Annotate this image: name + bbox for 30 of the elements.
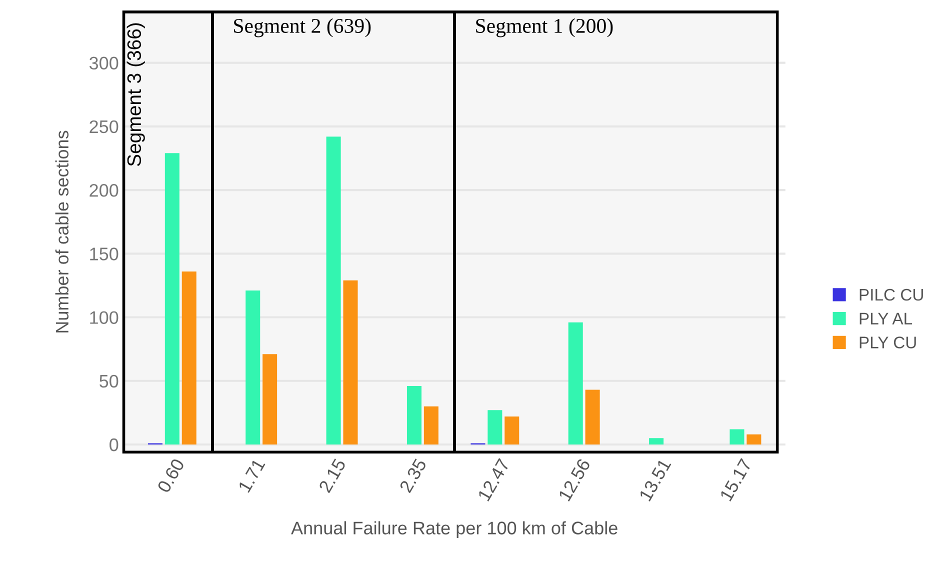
legend-label: PILC CU (860, 288, 923, 301)
band-label: Segment 2 (639) (234, 18, 371, 38)
y-tick-label: 50 (100, 374, 118, 388)
bar (568, 322, 583, 444)
bar (746, 434, 762, 444)
y-tick-label: 0 (110, 438, 118, 452)
x-axis-title: Annual Failure Rate per 100 km of Cable (291, 521, 618, 538)
bar (262, 354, 278, 444)
bar (406, 386, 422, 444)
bar (424, 406, 438, 444)
y-tick-label: 100 (90, 311, 118, 324)
band-label: Segment 1 (200) (476, 18, 613, 38)
bar (246, 290, 260, 444)
bar (343, 280, 358, 444)
y-tick-label: 150 (90, 248, 118, 260)
bar (164, 153, 180, 444)
legend-label: PLY CU (860, 336, 916, 348)
y-axis-title: Number of cable sections (55, 130, 69, 332)
bar (585, 390, 600, 444)
y-tick-label: 200 (90, 184, 118, 197)
bar (649, 438, 664, 444)
bar (504, 416, 520, 444)
bar (182, 271, 196, 444)
y-tick-label: 300 (89, 56, 118, 70)
band-label: Segment 3 (366) (126, 23, 145, 166)
bar (326, 136, 341, 444)
bar (730, 429, 744, 444)
legend-label: PLY AL (860, 312, 912, 324)
y-tick-label: 250 (90, 120, 118, 134)
bar (488, 410, 502, 444)
